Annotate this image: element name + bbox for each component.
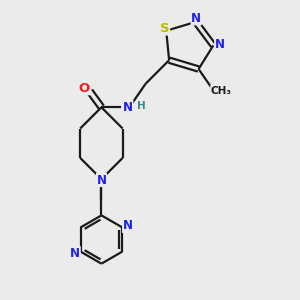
Text: N: N: [191, 12, 201, 25]
Text: N: N: [70, 247, 80, 260]
Text: N: N: [96, 173, 106, 187]
Text: H: H: [137, 101, 146, 111]
Text: N: N: [123, 220, 133, 232]
Text: N: N: [215, 38, 225, 51]
Text: S: S: [160, 22, 169, 35]
Text: O: O: [79, 82, 90, 95]
Text: N: N: [123, 101, 133, 114]
Text: CH₃: CH₃: [211, 85, 232, 95]
